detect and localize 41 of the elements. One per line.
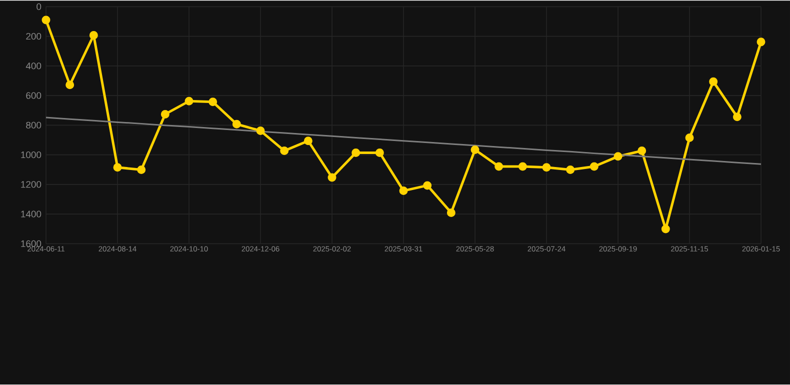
point	[590, 162, 598, 171]
point	[661, 224, 670, 234]
point	[470, 146, 480, 154]
y-tick-label: 0	[36, 3, 42, 10]
point	[399, 186, 408, 196]
point	[352, 148, 360, 158]
point	[494, 162, 504, 171]
point	[446, 208, 456, 218]
point	[42, 16, 50, 24]
y-tick-label: 1400	[21, 210, 42, 218]
point	[638, 146, 646, 156]
point	[709, 78, 718, 86]
point	[328, 173, 336, 182]
point	[756, 38, 766, 46]
y-tick-label: 600	[26, 92, 42, 100]
point	[542, 163, 551, 172]
y-tick-label: 1200	[21, 181, 42, 188]
point	[732, 112, 742, 122]
point	[566, 166, 575, 174]
point	[614, 152, 622, 161]
line-series	[45, 116, 762, 166]
y-tick-label: 400	[26, 62, 42, 70]
point	[304, 136, 312, 146]
point	[89, 31, 98, 40]
point	[137, 166, 146, 174]
point	[375, 148, 384, 158]
y-tick-label: 800	[26, 122, 42, 129]
point	[423, 181, 432, 190]
point	[113, 163, 122, 172]
point	[66, 80, 74, 90]
point	[232, 120, 241, 129]
y-tick-label: 1000	[21, 152, 42, 158]
point	[184, 97, 194, 106]
point	[256, 126, 265, 136]
y-tick-label: 200	[26, 33, 42, 40]
point	[685, 134, 694, 142]
point	[208, 98, 218, 106]
point	[518, 162, 527, 171]
point	[280, 146, 289, 156]
y-tick-label: 1600	[21, 240, 42, 248]
point	[160, 110, 170, 119]
